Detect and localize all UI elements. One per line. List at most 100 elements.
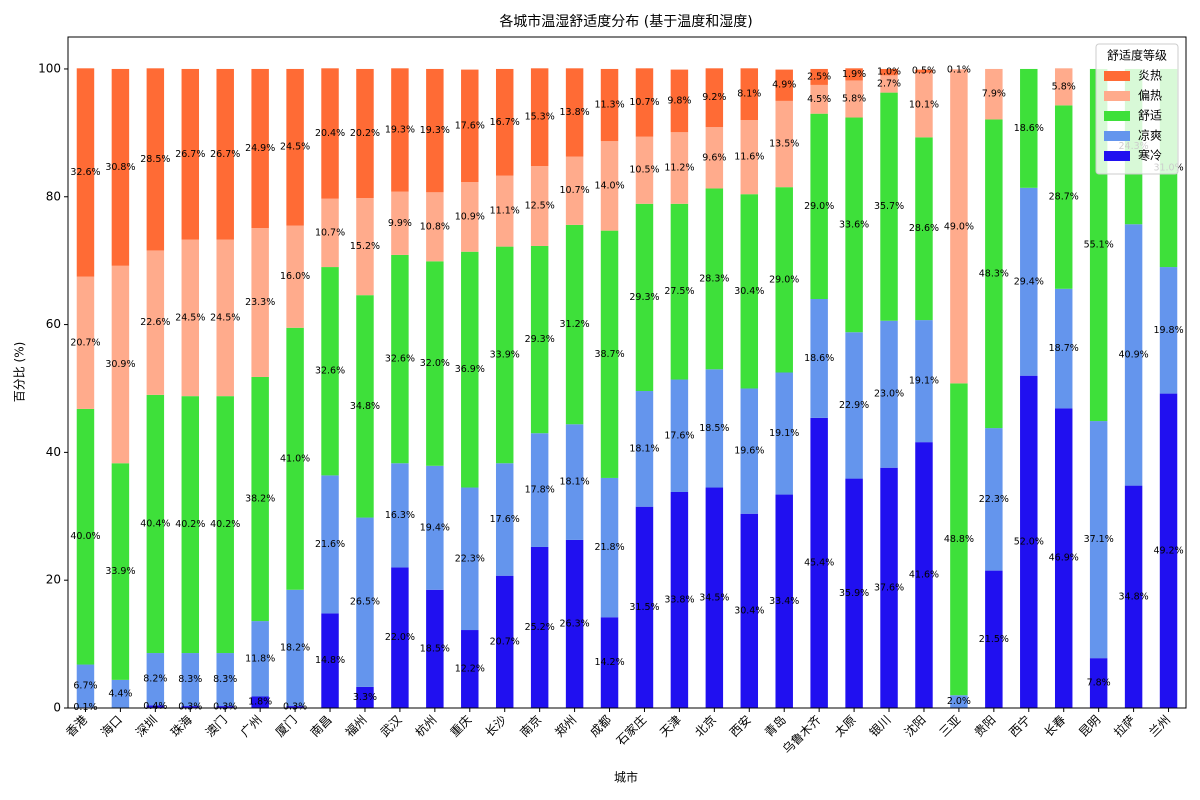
bar-segment — [810, 84, 828, 114]
bar-segment — [705, 68, 724, 128]
value-label: 32.0% — [420, 358, 450, 369]
value-label: 29.0% — [769, 274, 799, 285]
value-label: 30.4% — [734, 605, 764, 616]
bar-segment — [670, 203, 689, 380]
value-label: 33.9% — [490, 349, 520, 360]
bar-segment — [600, 141, 619, 231]
bar-segment — [426, 68, 444, 193]
bar-segment — [880, 467, 898, 708]
bar-segment — [251, 696, 269, 708]
bar-segment — [356, 295, 374, 518]
value-label: 24.5% — [280, 142, 310, 153]
bar-segment — [950, 695, 968, 708]
value-label: 8.1% — [737, 89, 761, 100]
bar-segment — [880, 75, 898, 93]
bar-segment — [461, 487, 479, 631]
bar-segment — [775, 187, 793, 373]
bar-segment — [915, 442, 933, 708]
value-label: 23.0% — [874, 389, 904, 400]
bar-segment — [1020, 375, 1038, 708]
bar-segment — [670, 492, 689, 708]
bar-segment — [1054, 408, 1073, 708]
bar-segment — [1159, 393, 1178, 708]
bar-segment — [565, 68, 584, 157]
value-label: 13.5% — [769, 139, 799, 150]
bar-segment — [356, 686, 374, 708]
bar-segment — [985, 428, 1003, 571]
bar-segment — [391, 567, 409, 708]
value-label: 19.1% — [769, 428, 799, 439]
bar-segment — [950, 69, 968, 71]
bar-segment — [985, 119, 1003, 429]
value-label: 13.8% — [560, 107, 590, 118]
value-label: 49.0% — [944, 221, 974, 232]
value-label: 9.6% — [702, 152, 726, 163]
bar-segment — [915, 320, 933, 443]
bar-segment — [845, 332, 863, 479]
x-tick-label: 石家庄 — [613, 712, 649, 748]
value-label: 25.2% — [525, 622, 555, 633]
value-label: 11.6% — [734, 152, 764, 163]
value-label: 45.4% — [804, 557, 834, 568]
bar-segment — [530, 546, 549, 708]
bar-segment — [565, 539, 584, 708]
value-label: 10.8% — [420, 221, 450, 232]
value-label: 22.9% — [839, 400, 869, 411]
value-label: 20.4% — [315, 128, 345, 139]
value-label: 18.5% — [420, 643, 450, 654]
value-label: 8.3% — [213, 674, 237, 685]
value-label: 0.3% — [213, 702, 237, 713]
value-label: 19.8% — [1153, 325, 1183, 336]
y-tick-label: 40 — [46, 445, 61, 459]
value-label: 5.8% — [842, 93, 866, 104]
x-tick-label: 贵阳 — [972, 713, 999, 740]
x-tick-label: 青岛 — [761, 712, 789, 740]
legend-title: 舒适度等级 — [1107, 48, 1167, 63]
value-label: 14.0% — [594, 180, 624, 191]
bar-segment — [286, 327, 304, 590]
value-label: 33.9% — [105, 566, 135, 577]
value-label: 4.4% — [108, 688, 132, 699]
value-label: 46.9% — [1049, 553, 1079, 564]
value-label: 20.2% — [350, 128, 380, 139]
value-label: 37.1% — [1084, 534, 1114, 545]
value-label: 29.4% — [1014, 276, 1044, 287]
bar-segment — [216, 396, 234, 654]
value-label: 0.1% — [947, 64, 971, 75]
value-label: 19.1% — [909, 376, 939, 387]
bar-segment — [356, 198, 374, 296]
bar-segment — [950, 383, 968, 696]
bar-segment — [635, 136, 654, 204]
value-label: 18.6% — [1014, 123, 1044, 134]
bar-segment — [1054, 105, 1073, 289]
x-tick-label: 拉萨 — [1111, 712, 1139, 740]
bar-segment — [286, 225, 304, 328]
value-label: 11.8% — [245, 653, 275, 664]
value-label: 17.6% — [490, 514, 520, 525]
legend-label: 寒冷 — [1138, 148, 1162, 163]
bar-segment — [391, 68, 409, 192]
bar-segment — [146, 394, 165, 654]
value-label: 2.5% — [807, 71, 831, 82]
x-tick-label: 武汉 — [378, 713, 405, 740]
x-axis-label: 城市 — [614, 770, 638, 785]
value-label: 18.1% — [560, 477, 590, 488]
bar-segment — [1089, 658, 1108, 708]
bar-segment — [251, 376, 269, 622]
value-label: 33.4% — [769, 596, 799, 607]
value-label: 3.3% — [353, 692, 377, 703]
value-label: 15.2% — [350, 241, 380, 252]
bar-segment — [76, 408, 95, 665]
bar-segment — [565, 224, 584, 425]
bar-segment — [356, 68, 374, 199]
bar-segment — [1159, 267, 1178, 394]
value-label: 26.5% — [350, 597, 380, 608]
value-label: 10.9% — [455, 211, 485, 222]
value-label: 28.6% — [909, 223, 939, 234]
bar-segment — [76, 276, 95, 409]
bar-segment — [216, 653, 234, 707]
bar-segment — [950, 70, 968, 384]
value-label: 31.5% — [629, 602, 659, 613]
value-label: 7.8% — [1087, 678, 1111, 689]
